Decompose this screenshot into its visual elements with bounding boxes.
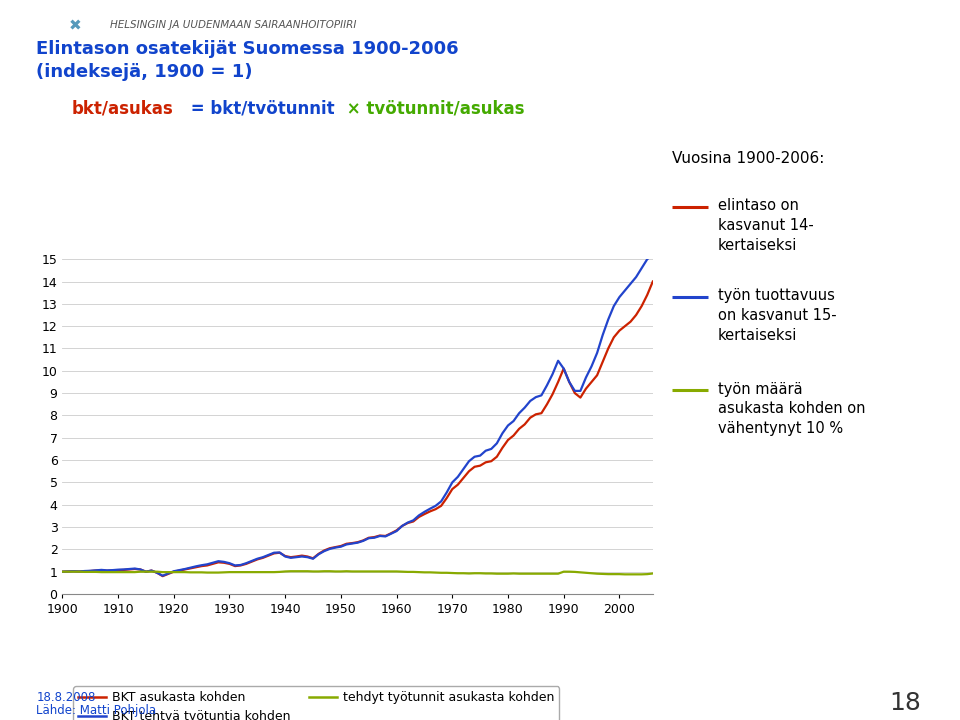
Text: (indeksejä, 1900 = 1): (indeksejä, 1900 = 1) — [36, 63, 253, 81]
Text: Elintason osatekijät Suomessa 1900-2006: Elintason osatekijät Suomessa 1900-2006 — [36, 40, 459, 58]
Text: = bkt/tvötunnit: = bkt/tvötunnit — [185, 99, 335, 117]
Text: työn tuottavuus
on kasvanut 15-
kertaiseksi: työn tuottavuus on kasvanut 15- kertaise… — [718, 288, 837, 343]
Text: työn määrä
asukasta kohden on
vähentynyt 10 %: työn määrä asukasta kohden on vähentynyt… — [718, 382, 866, 436]
Text: ✖: ✖ — [69, 18, 82, 33]
Text: Lähde: Matti Pohjola: Lähde: Matti Pohjola — [36, 704, 156, 717]
Text: × tvötunnit/asukas: × tvötunnit/asukas — [341, 99, 524, 117]
Text: 18: 18 — [890, 691, 922, 715]
Text: 18.8.2008: 18.8.2008 — [36, 691, 96, 704]
Text: bkt/asukas: bkt/asukas — [72, 99, 174, 117]
Text: HELSINGIN JA UUDENMAAN SAIRAANHOITOPIIRI: HELSINGIN JA UUDENMAAN SAIRAANHOITOPIIRI — [110, 20, 357, 30]
Text: elintaso on
kasvanut 14-
kertaiseksi: elintaso on kasvanut 14- kertaiseksi — [718, 198, 814, 253]
Text: Vuosina 1900-2006:: Vuosina 1900-2006: — [672, 151, 825, 166]
Legend: BKT asukasta kohden, BKT tehtyä työtuntia kohden, tehdyt työtunnit asukasta kohd: BKT asukasta kohden, BKT tehtyä työtunti… — [73, 686, 560, 720]
